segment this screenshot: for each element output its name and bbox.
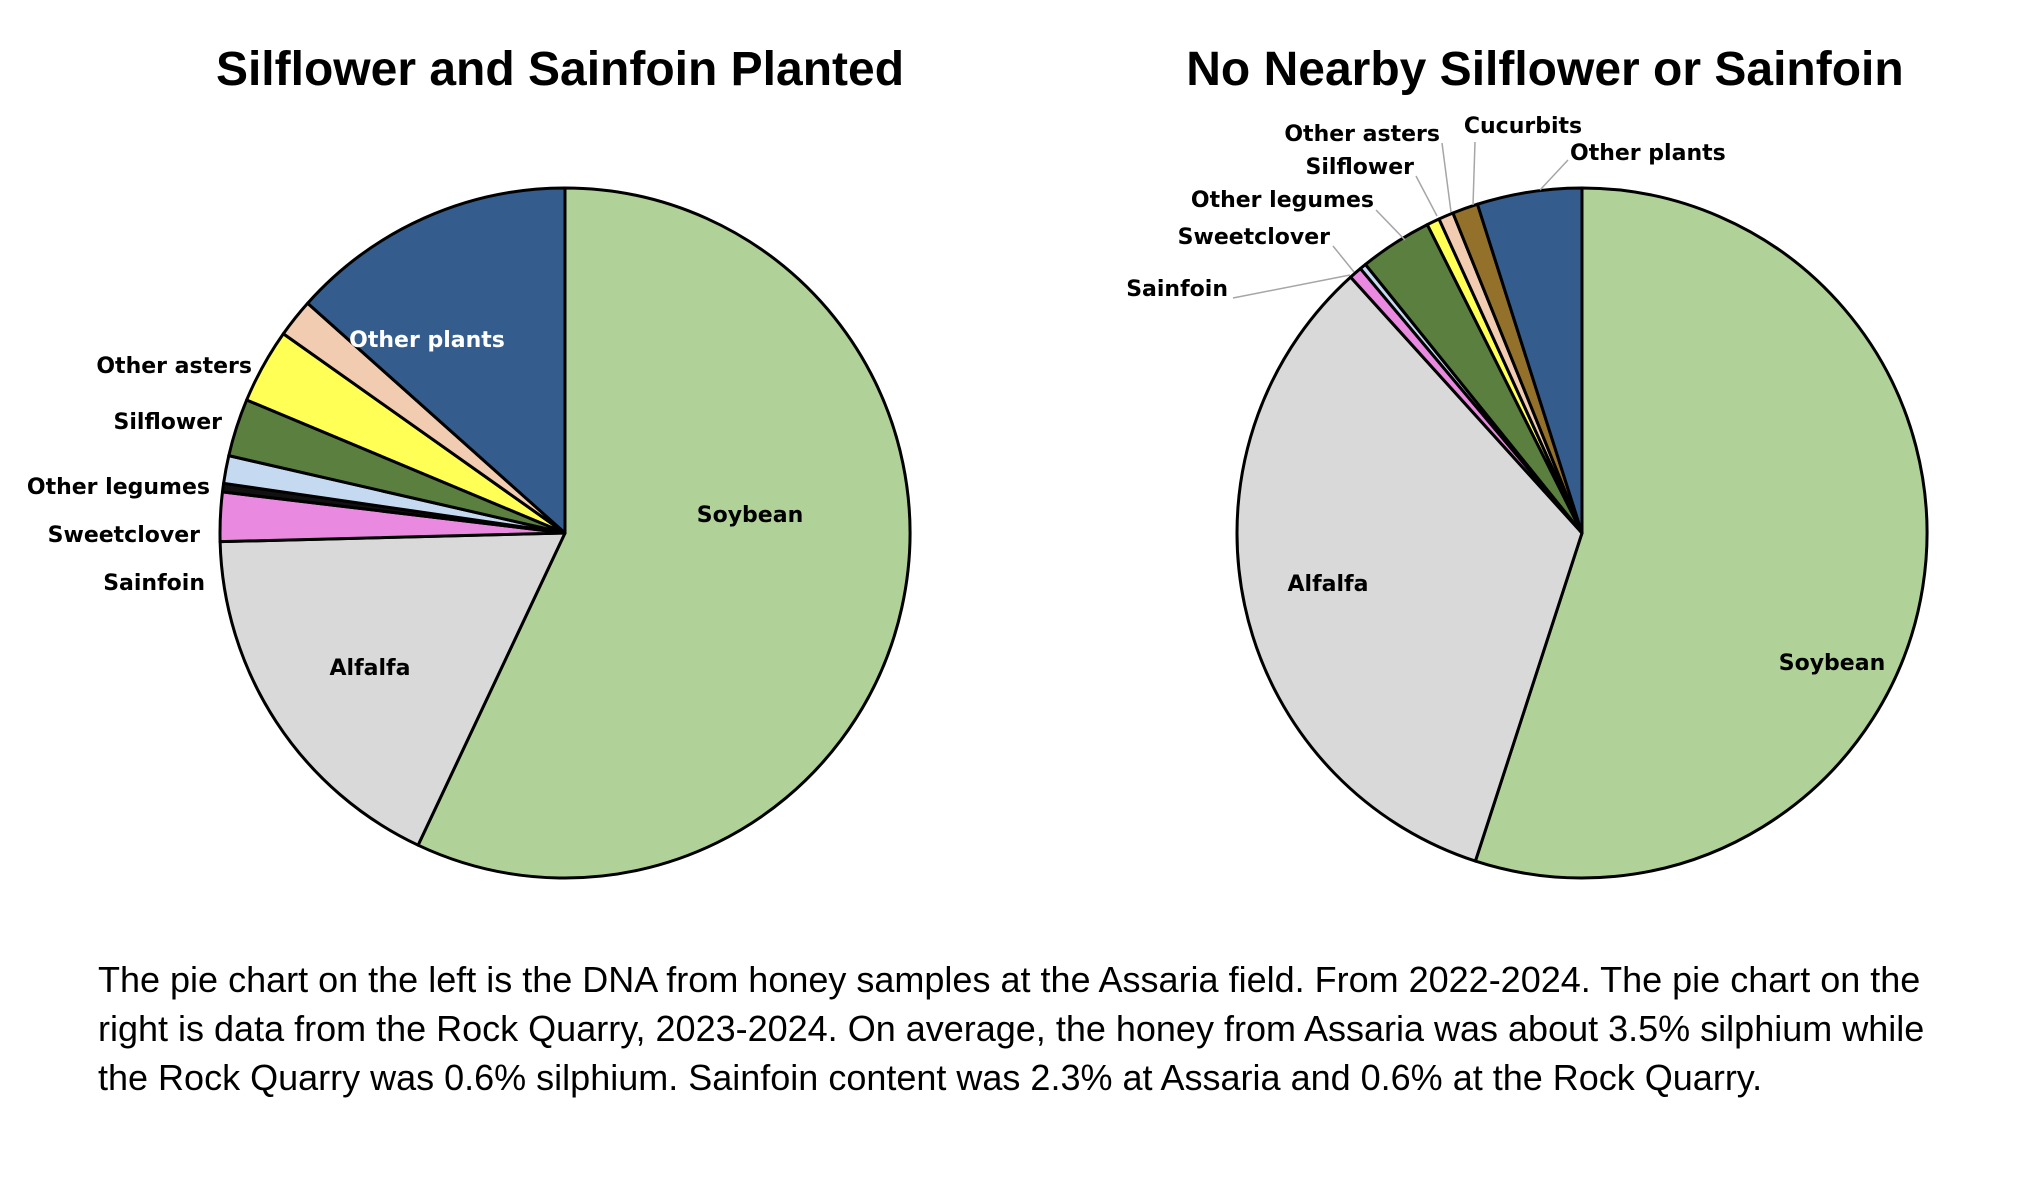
right-label-other-plants: Other plants [1570,141,1726,166]
right-chart-title: No Nearby Silflower or Sainfoin [1186,43,1903,96]
left-label-soybean: Soybean [697,503,803,528]
left-label-sweetclover: Sweetclover [48,523,200,548]
right-leader-other-asters [1441,142,1452,213]
right-label-alfalfa: Alfalfa [1288,572,1369,597]
right-leader-sainfoin [1232,274,1351,299]
left-pie-chart: Soybean Alfalfa Sainfoin Sweetclover Other l… [27,186,912,880]
right-leader-silflower [1415,175,1438,217]
left-chart-title: Silflower and Sainfoin Planted [216,43,904,96]
left-label-silflower: Silflower [114,410,223,435]
left-label-other-legumes: Other legumes [27,475,210,500]
right-label-soybean: Soybean [1779,651,1885,676]
right-leader-cucurbits [1472,141,1476,206]
left-slice-other-plants [306,186,567,535]
right-slice-other-plants [1475,186,1584,535]
left-slice-alfalfa [218,531,567,847]
figure-caption: The pie chart on the left is the DNA fro… [98,959,1925,1098]
right-label-sainfoin: Sainfoin [1126,277,1228,302]
right-label-cucurbits: Cucurbits [1464,114,1582,139]
right-label-other-asters: Other asters [1284,122,1440,147]
right-label-other-legumes: Other legumes [1191,188,1374,213]
right-leader-other-plants [1539,159,1569,191]
left-label-sainfoin: Sainfoin [103,571,205,596]
right-leader-sweetclover [1332,245,1355,273]
right-label-sweetclover: Sweetclover [1178,225,1330,250]
left-label-other-plants: Other plants [349,328,505,353]
right-label-silflower: Silflower [1306,155,1415,180]
left-label-other-asters: Other asters [96,354,252,379]
right-leader-other-legumes [1375,209,1406,241]
right-pie-chart: Soybean Alfalfa Sainfoin Sweetclover Other l… [1126,114,1929,880]
right-slice-alfalfa [1235,275,1584,863]
left-label-alfalfa: Alfalfa [330,656,411,681]
left-slice-soybean [416,186,912,880]
right-slice-soybean [1473,186,1929,880]
